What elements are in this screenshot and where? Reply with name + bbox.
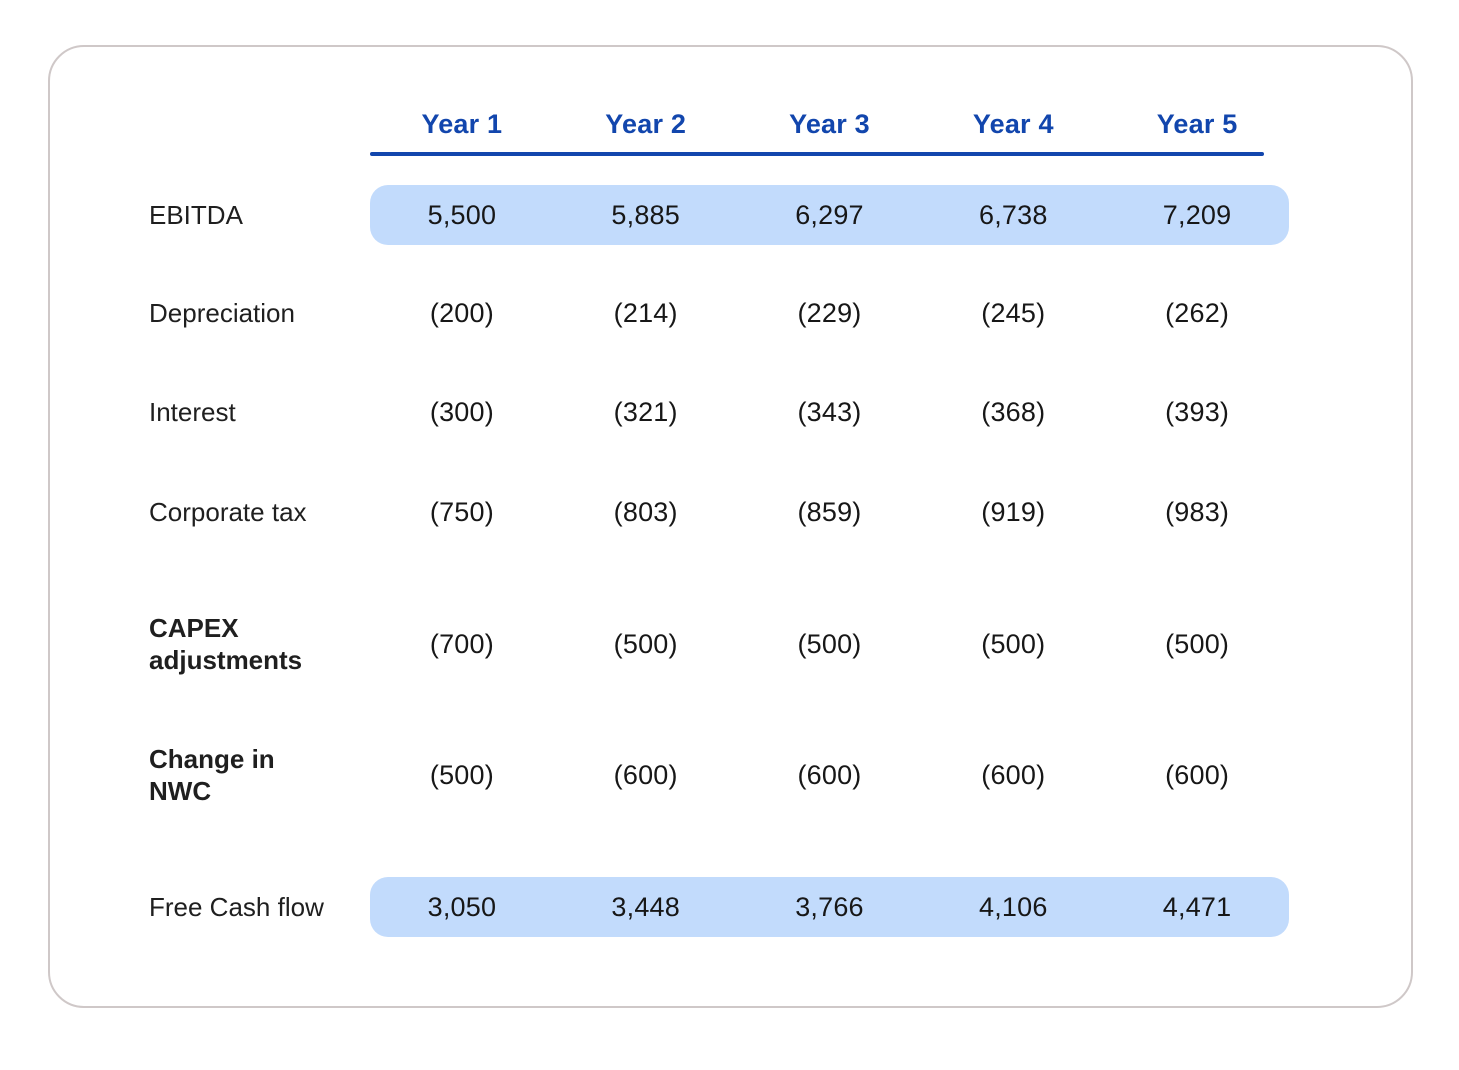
- value-cell: (262): [1165, 297, 1230, 328]
- table-row-depreciation: Depreciation (200) (214) (229) (245) (26…: [50, 283, 1411, 343]
- value-cell: (368): [981, 396, 1046, 427]
- row-label: EBITDA: [149, 200, 243, 230]
- value-cell: 7,209: [1162, 199, 1232, 230]
- table-row-capex-adjustments: CAPEX adjustments (700) (500) (500) (500…: [50, 613, 1411, 675]
- value-cell: (500): [1165, 628, 1230, 659]
- table-card: Year 1 Year 2 Year 3 Year 4 Year 5 EBITD…: [48, 45, 1413, 1008]
- row-label: Change in NWC: [149, 744, 275, 806]
- col-header-year-5: Year 5: [1156, 109, 1238, 139]
- row-label: Corporate tax: [149, 497, 307, 527]
- value-cell: (600): [613, 759, 678, 790]
- value-cell: (343): [797, 396, 862, 427]
- value-row: (300) (321) (343) (368) (393): [370, 382, 1289, 442]
- value-row: (500) (600) (600) (600) (600): [370, 745, 1289, 805]
- col-header-year-1: Year 1: [421, 109, 503, 139]
- value-row: (200) (214) (229) (245) (262): [370, 283, 1289, 343]
- value-cell: (245): [981, 297, 1046, 328]
- table-row-interest: Interest (300) (321) (343) (368) (393): [50, 382, 1411, 442]
- value-cell: (500): [429, 759, 494, 790]
- value-cell: 3,766: [795, 891, 864, 922]
- value-cell: 3,050: [427, 891, 497, 922]
- value-cell: (803): [613, 496, 678, 527]
- col-header-year-4: Year 4: [972, 109, 1054, 139]
- value-cell: (859): [797, 496, 862, 527]
- row-label: Depreciation: [149, 298, 295, 328]
- value-cell: 6,738: [979, 199, 1048, 230]
- value-cell: 5,885: [611, 199, 680, 230]
- value-cell: (393): [1165, 396, 1230, 427]
- header-underline: [370, 152, 1264, 156]
- value-cell: 5,500: [427, 199, 497, 230]
- row-label: Free Cash flow: [149, 892, 324, 922]
- value-cell: 4,106: [979, 891, 1048, 922]
- year-header-row: Year 1 Year 2 Year 3 Year 4 Year 5: [370, 102, 1289, 147]
- row-label: Interest: [149, 397, 236, 427]
- row-label: CAPEX adjustments: [149, 613, 303, 675]
- value-cell: (500): [797, 628, 862, 659]
- value-cell: (600): [1165, 759, 1230, 790]
- cashflow-table: Year 1 Year 2 Year 3 Year 4 Year 5 EBITD…: [50, 47, 1411, 1006]
- col-header-year-2: Year 2: [605, 109, 687, 139]
- value-cell: (500): [981, 628, 1046, 659]
- value-cell: (321): [613, 396, 678, 427]
- value-cell: 6,297: [795, 199, 864, 230]
- value-cell: (200): [429, 297, 494, 328]
- value-cell: (919): [981, 496, 1046, 527]
- table-row-change-in-nwc: Change in NWC (500) (600) (600) (600) (6…: [50, 744, 1411, 806]
- table-row-ebitda: EBITDA 5,500 5,885 6,297 6,738 7,209: [50, 185, 1411, 245]
- value-cell: (750): [429, 496, 494, 527]
- table-row-corporate-tax: Corporate tax (750) (803) (859) (919) (9…: [50, 482, 1411, 542]
- value-row: (750) (803) (859) (919) (983): [370, 482, 1289, 542]
- value-cell: 3,448: [611, 891, 680, 922]
- value-row: (700) (500) (500) (500) (500): [370, 614, 1289, 674]
- table-row-free-cash-flow: Free Cash flow 3,050 3,448 3,766 4,106 4…: [50, 877, 1411, 937]
- value-cell: (700): [429, 628, 494, 659]
- value-cell: (229): [797, 297, 862, 328]
- value-cell: (600): [797, 759, 862, 790]
- value-cell: (300): [429, 396, 494, 427]
- value-cell: (600): [981, 759, 1046, 790]
- value-cell: 4,471: [1162, 891, 1232, 922]
- value-cell: (214): [613, 297, 678, 328]
- col-header-year-3: Year 3: [789, 109, 870, 139]
- highlighted-value-bar: 5,500 5,885 6,297 6,738 7,209: [370, 185, 1289, 245]
- value-cell: (983): [1165, 496, 1230, 527]
- value-cell: (500): [613, 628, 678, 659]
- highlighted-value-bar: 3,050 3,448 3,766 4,106 4,471: [370, 877, 1289, 937]
